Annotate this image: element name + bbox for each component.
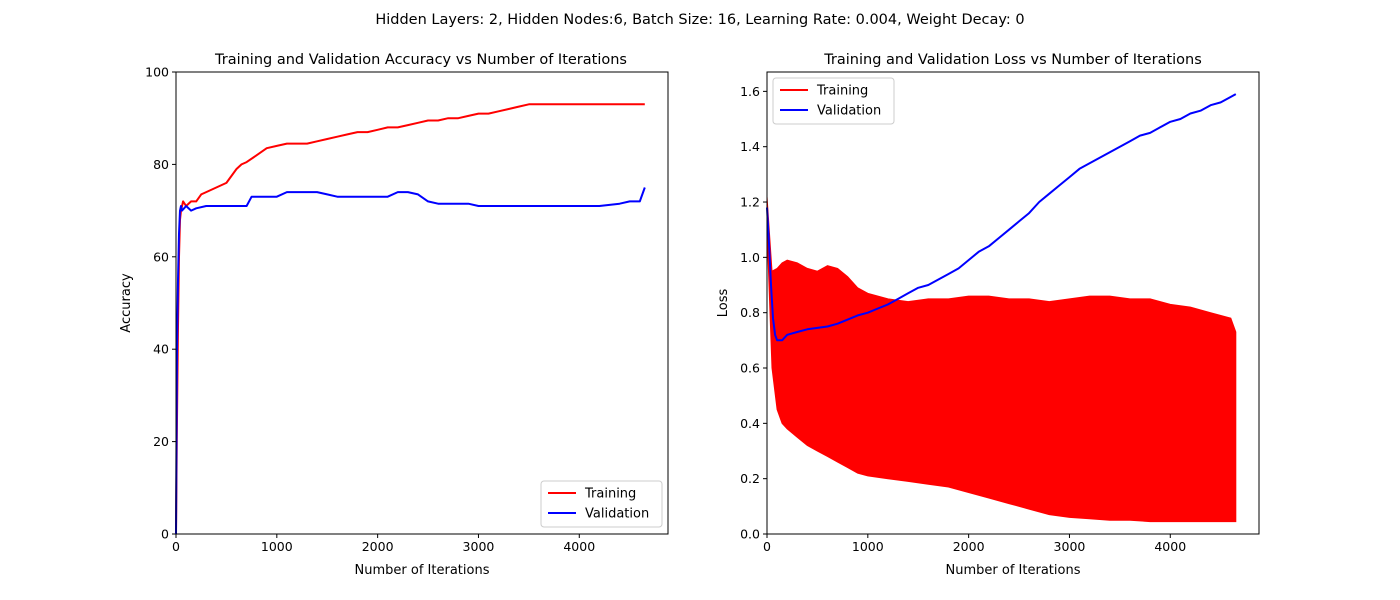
- loss-series-validation: [766, 93, 1237, 342]
- loss-lines: [766, 93, 1237, 523]
- accuracy-y-tick-label: 40: [153, 342, 169, 357]
- loss-y-tick-label: 1.2: [740, 195, 760, 210]
- loss-y-tick-label: 1.4: [740, 139, 760, 154]
- loss-legend: Training Validation: [772, 77, 895, 125]
- accuracy-legend-label-training: Training: [584, 487, 636, 502]
- figure-suptitle: Hidden Layers: 2, Hidden Nodes:6, Batch …: [375, 12, 1024, 28]
- accuracy-x-tick-label: 3000: [463, 539, 495, 554]
- loss-y-tick-label: 0.0: [740, 527, 760, 542]
- accuracy-y-tick-label: 60: [153, 249, 169, 264]
- accuracy-x-tick-label: 0: [172, 539, 180, 554]
- loss-x-tick-label: 3000: [1054, 539, 1086, 554]
- loss-chart-title: Training and Validation Loss vs Number o…: [823, 52, 1202, 68]
- loss-x-tick-label: 2000: [953, 539, 985, 554]
- accuracy-legend: Training Validation: [540, 480, 663, 528]
- loss-y-tick-label: 0.8: [740, 305, 760, 320]
- loss-x-ticks: 0 1000 2000 3000 4000: [763, 534, 1186, 554]
- accuracy-y-axis-label: Accuracy: [119, 273, 134, 333]
- loss-plot-frame: [766, 71, 1260, 535]
- accuracy-plot-frame: [175, 71, 669, 535]
- accuracy-y-ticks: 0 20 40 60 80 100: [145, 65, 176, 542]
- loss-legend-label-training: Training: [816, 84, 868, 99]
- accuracy-y-tick-label: 0: [161, 527, 169, 542]
- accuracy-x-ticks: 0 1000 2000 3000 4000: [172, 534, 595, 554]
- accuracy-chart-title: Training and Validation Accuracy vs Numb…: [214, 52, 627, 68]
- accuracy-x-tick-label: 4000: [563, 539, 595, 554]
- accuracy-chart: Training and Validation Accuracy vs Numb…: [119, 52, 669, 578]
- accuracy-x-axis-label: Number of Iterations: [355, 563, 490, 578]
- loss-y-tick-label: 0.4: [740, 416, 760, 431]
- loss-y-axis-label: Loss: [716, 289, 731, 318]
- accuracy-y-tick-label: 80: [153, 157, 169, 172]
- accuracy-y-tick-label: 100: [145, 65, 169, 80]
- accuracy-legend-label-validation: Validation: [585, 507, 649, 522]
- loss-y-tick-label: 0.2: [740, 471, 760, 486]
- accuracy-x-tick-label: 1000: [261, 539, 293, 554]
- accuracy-series-validation: [175, 187, 646, 535]
- loss-chart: Training and Validation Loss vs Number o…: [716, 52, 1260, 578]
- loss-x-tick-label: 1000: [852, 539, 884, 554]
- loss-x-axis-label: Number of Iterations: [946, 563, 1081, 578]
- loss-y-tick-label: 1.6: [740, 84, 760, 99]
- loss-y-tick-label: 0.6: [740, 361, 760, 376]
- loss-y-tick-label: 1.0: [740, 250, 760, 265]
- loss-x-tick-label: 0: [763, 539, 771, 554]
- accuracy-series-training: [175, 103, 645, 535]
- accuracy-x-tick-label: 2000: [362, 539, 394, 554]
- loss-y-ticks: 0.0 0.2 0.4 0.6 0.8 1.0 1.2 1.4 1.6: [740, 84, 767, 542]
- loss-legend-label-validation: Validation: [817, 104, 881, 119]
- loss-series-training: [766, 196, 1237, 523]
- loss-x-tick-label: 4000: [1154, 539, 1186, 554]
- accuracy-lines: [175, 103, 646, 535]
- accuracy-y-tick-label: 20: [153, 434, 169, 449]
